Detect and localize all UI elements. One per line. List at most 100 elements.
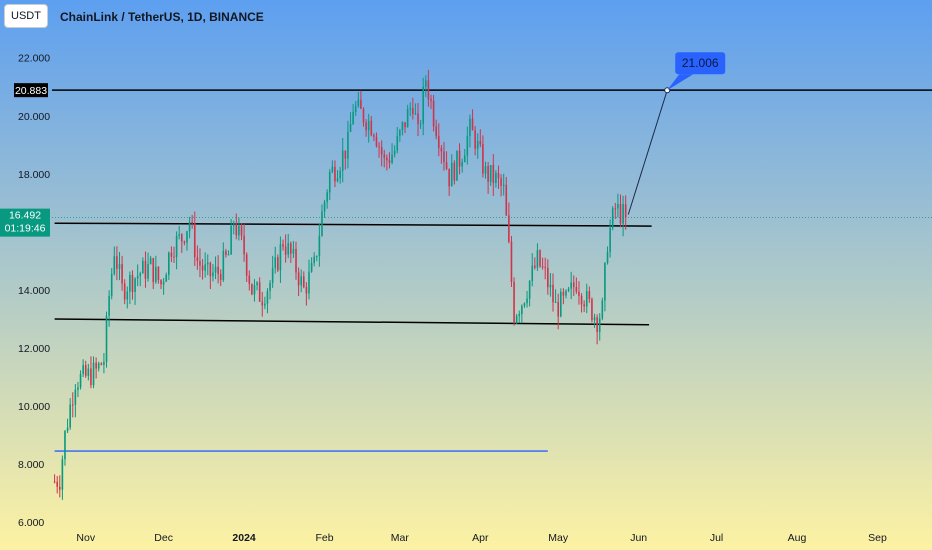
- candle-body[interactable]: [193, 223, 196, 258]
- candle-body[interactable]: [264, 303, 266, 306]
- candle-body[interactable]: [334, 166, 336, 182]
- candle-body[interactable]: [100, 363, 103, 365]
- candle-body[interactable]: [175, 235, 178, 258]
- candle-body[interactable]: [453, 162, 456, 181]
- candle-body[interactable]: [136, 275, 139, 279]
- candle-body[interactable]: [227, 254, 230, 256]
- candle-body[interactable]: [214, 266, 217, 273]
- candle-body[interactable]: [170, 252, 173, 257]
- candle-body[interactable]: [531, 265, 534, 281]
- candle-body[interactable]: [64, 430, 66, 460]
- candle-body[interactable]: [155, 266, 157, 283]
- candle-body[interactable]: [188, 221, 191, 232]
- candle-body[interactable]: [463, 155, 466, 163]
- candle-body[interactable]: [534, 265, 536, 268]
- candle-body[interactable]: [427, 80, 430, 100]
- candle-body[interactable]: [476, 140, 479, 149]
- candle-body[interactable]: [253, 285, 256, 295]
- candle-body[interactable]: [134, 278, 136, 292]
- candle-body[interactable]: [284, 246, 287, 255]
- candle-body[interactable]: [399, 130, 401, 137]
- candle-body[interactable]: [430, 99, 432, 101]
- candle-body[interactable]: [277, 257, 279, 271]
- candle-body[interactable]: [349, 124, 352, 132]
- candle-body[interactable]: [378, 146, 380, 148]
- candle-body[interactable]: [492, 164, 495, 184]
- candle-body[interactable]: [461, 162, 463, 167]
- candle-body[interactable]: [121, 264, 123, 284]
- candle-body[interactable]: [469, 118, 471, 136]
- candle-body[interactable]: [617, 204, 619, 209]
- candle-body[interactable]: [572, 282, 575, 288]
- candle-body[interactable]: [515, 316, 518, 323]
- candle-body[interactable]: [583, 304, 585, 307]
- candle-body[interactable]: [302, 276, 305, 288]
- candle-body[interactable]: [248, 275, 251, 284]
- candle-body[interactable]: [82, 365, 84, 375]
- candle-body[interactable]: [375, 136, 378, 147]
- candle-body[interactable]: [557, 302, 559, 317]
- candle-body[interactable]: [71, 404, 74, 406]
- candle-body[interactable]: [178, 234, 181, 236]
- candle-body[interactable]: [323, 201, 326, 212]
- candle-body[interactable]: [505, 184, 508, 216]
- candle-body[interactable]: [360, 99, 362, 109]
- candle-body[interactable]: [230, 225, 232, 255]
- candle-body[interactable]: [580, 295, 583, 305]
- candle-body[interactable]: [614, 208, 617, 210]
- candle-body[interactable]: [458, 150, 461, 167]
- candle-body[interactable]: [66, 427, 69, 431]
- candle-body[interactable]: [74, 389, 77, 405]
- candle-body[interactable]: [373, 135, 375, 137]
- candle-body[interactable]: [95, 362, 97, 369]
- candle-body[interactable]: [251, 283, 253, 295]
- candle-body[interactable]: [417, 113, 419, 124]
- candle-body[interactable]: [547, 267, 549, 288]
- candle-body[interactable]: [287, 243, 290, 255]
- candle-body[interactable]: [562, 291, 565, 296]
- candle-body[interactable]: [318, 235, 321, 257]
- callout-box[interactable]: [675, 52, 726, 75]
- candle-body[interactable]: [521, 305, 523, 315]
- candle-body[interactable]: [279, 244, 282, 271]
- candle-body[interactable]: [108, 295, 110, 316]
- candle-body[interactable]: [56, 481, 58, 487]
- current-price-tag[interactable]: [0, 208, 50, 237]
- candle-body[interactable]: [510, 241, 513, 283]
- candle-body[interactable]: [261, 301, 264, 306]
- candle-body[interactable]: [487, 166, 489, 182]
- candle-body[interactable]: [497, 172, 500, 179]
- candle-body[interactable]: [508, 215, 510, 242]
- candle-body[interactable]: [539, 250, 541, 267]
- candle-body[interactable]: [235, 223, 238, 236]
- candle-body[interactable]: [435, 126, 437, 137]
- candle-body[interactable]: [554, 302, 557, 304]
- candle-body[interactable]: [393, 150, 396, 155]
- candle-body[interactable]: [84, 365, 87, 376]
- candle-body[interactable]: [536, 250, 539, 268]
- lower-support-trendline[interactable]: [54, 318, 650, 326]
- candle-body[interactable]: [53, 481, 56, 483]
- candle-body[interactable]: [528, 280, 531, 299]
- candle-body[interactable]: [367, 120, 370, 131]
- candle-body[interactable]: [591, 299, 593, 321]
- currency-badge[interactable]: USDT: [4, 4, 48, 28]
- candle-body[interactable]: [445, 162, 448, 169]
- candle-body[interactable]: [611, 208, 614, 228]
- candle-body[interactable]: [313, 256, 315, 264]
- candle-body[interactable]: [162, 281, 165, 285]
- candle-body[interactable]: [456, 150, 458, 181]
- candle-body[interactable]: [258, 282, 261, 302]
- candle-body[interactable]: [336, 178, 339, 182]
- candle-body[interactable]: [482, 144, 484, 174]
- candle-body[interactable]: [432, 100, 435, 127]
- candle-body[interactable]: [191, 221, 193, 224]
- candle-body[interactable]: [142, 260, 144, 274]
- candle-body[interactable]: [565, 290, 567, 296]
- candle-body[interactable]: [110, 273, 113, 296]
- candle-body[interactable]: [245, 254, 248, 276]
- candle-body[interactable]: [180, 234, 183, 242]
- candle-body[interactable]: [61, 459, 64, 490]
- candle-body[interactable]: [341, 150, 344, 171]
